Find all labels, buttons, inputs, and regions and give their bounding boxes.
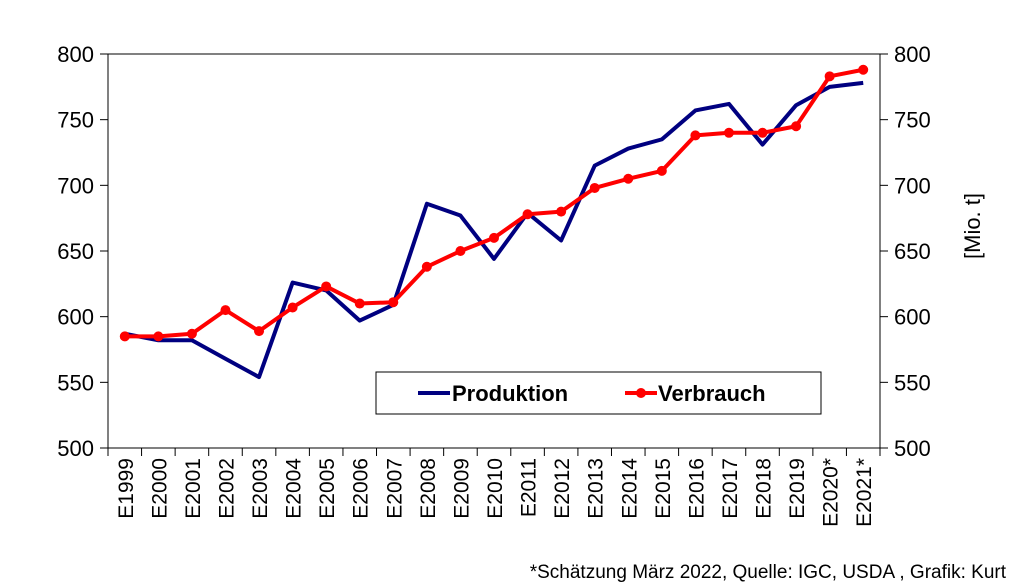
- x-tick-label: E2009: [450, 458, 473, 519]
- y-tick-label-right: 750: [894, 108, 931, 133]
- y-tick-label-right: 800: [894, 42, 931, 67]
- legend: Produktion Verbrauch: [375, 371, 822, 415]
- y-tick-label-left: 500: [57, 436, 94, 461]
- x-tick-label: E2019: [786, 458, 809, 519]
- x-tick-label: E2008: [417, 458, 440, 519]
- y-tick-label-right: 650: [894, 239, 931, 264]
- y-tick-label-left: 650: [57, 239, 94, 264]
- x-tick-label: E2016: [685, 458, 708, 519]
- data-point-verbrauch: [522, 209, 533, 220]
- y-tick-label-right: 700: [894, 173, 931, 198]
- x-tick-label: E2005: [316, 458, 339, 519]
- data-point-verbrauch: [489, 232, 499, 243]
- data-point-verbrauch: [254, 326, 265, 337]
- y-tick-label-right: 600: [894, 305, 931, 330]
- x-tick-label: E2015: [652, 458, 675, 519]
- series-line-produktion: [124, 80, 864, 380]
- data-point-verbrauch: [186, 328, 197, 339]
- y-tick-label-right: 550: [894, 370, 931, 395]
- data-point-verbrauch: [455, 246, 466, 256]
- y-axis-left: 500 550 600 650 700 750 800: [57, 42, 108, 461]
- x-tick-label: E2001: [182, 458, 205, 519]
- x-tick-label: E2000: [148, 458, 171, 519]
- x-tick-label: E2021*: [853, 458, 876, 527]
- y-tick-label-left: 600: [57, 305, 94, 330]
- data-point-verbrauch: [656, 165, 667, 176]
- x-tick-label: E2002: [215, 458, 238, 519]
- y-tick-label-left: 550: [57, 370, 94, 395]
- data-point-verbrauch: [757, 127, 768, 138]
- legend-label-produktion: Produktion: [452, 381, 568, 406]
- x-axis: E1999 E2000 E2001 E2002 E2003 E2004 E2005 E2006…: [107, 448, 881, 527]
- legend-label-verbrauch: Verbrauch: [658, 381, 766, 406]
- data-point-verbrauch: [723, 127, 734, 138]
- data-point-verbrauch: [858, 64, 869, 75]
- data-point-verbrauch: [421, 261, 432, 272]
- data-point-verbrauch: [220, 305, 231, 316]
- y-tick-label-right: 500: [894, 436, 931, 461]
- x-tick-label: E2012: [551, 458, 574, 519]
- legend-box: [375, 371, 822, 415]
- data-point-verbrauch: [690, 130, 701, 141]
- data-point-verbrauch: [119, 331, 130, 342]
- x-tick-label: E2013: [585, 458, 608, 519]
- source-note: *Schätzung März 2022, Quelle: IGC, USDA …: [530, 562, 1007, 583]
- x-tick-label: E2014: [618, 458, 641, 519]
- series-line-verbrauch: [124, 67, 864, 339]
- legend-marker-verbrauch: [636, 388, 646, 398]
- data-point-verbrauch: [321, 281, 332, 292]
- data-point-verbrauch: [824, 71, 835, 82]
- series-layer: [119, 64, 869, 380]
- y-axis-right: 500 550 600 650 700 750 800: [880, 42, 931, 461]
- x-tick-label: E2004: [283, 458, 306, 519]
- y-tick-label-left: 800: [57, 42, 94, 67]
- x-tick-label: E2017: [719, 458, 742, 519]
- data-point-verbrauch: [388, 297, 399, 308]
- x-tick-label: E2011: [518, 458, 541, 517]
- x-tick-label: E1999: [115, 458, 138, 519]
- x-tick-label: E2006: [350, 458, 373, 519]
- x-tick-label: E2007: [383, 458, 406, 519]
- y-axis-right-label: [Mio. t]: [960, 193, 985, 259]
- data-point-verbrauch: [589, 182, 600, 193]
- data-point-verbrauch: [287, 302, 298, 313]
- y-tick-label-left: 700: [57, 173, 94, 198]
- y-tick-label-left: 750: [57, 108, 94, 133]
- x-tick-label: E2018: [753, 458, 776, 519]
- x-tick-label: E2010: [484, 458, 507, 519]
- data-point-verbrauch: [153, 331, 164, 342]
- data-point-verbrauch: [556, 206, 567, 217]
- data-point-verbrauch: [791, 121, 802, 132]
- x-tick-label: E2020*: [820, 458, 843, 527]
- data-point-verbrauch: [623, 173, 634, 184]
- data-point-verbrauch: [354, 298, 365, 309]
- x-tick-label: E2003: [249, 458, 272, 519]
